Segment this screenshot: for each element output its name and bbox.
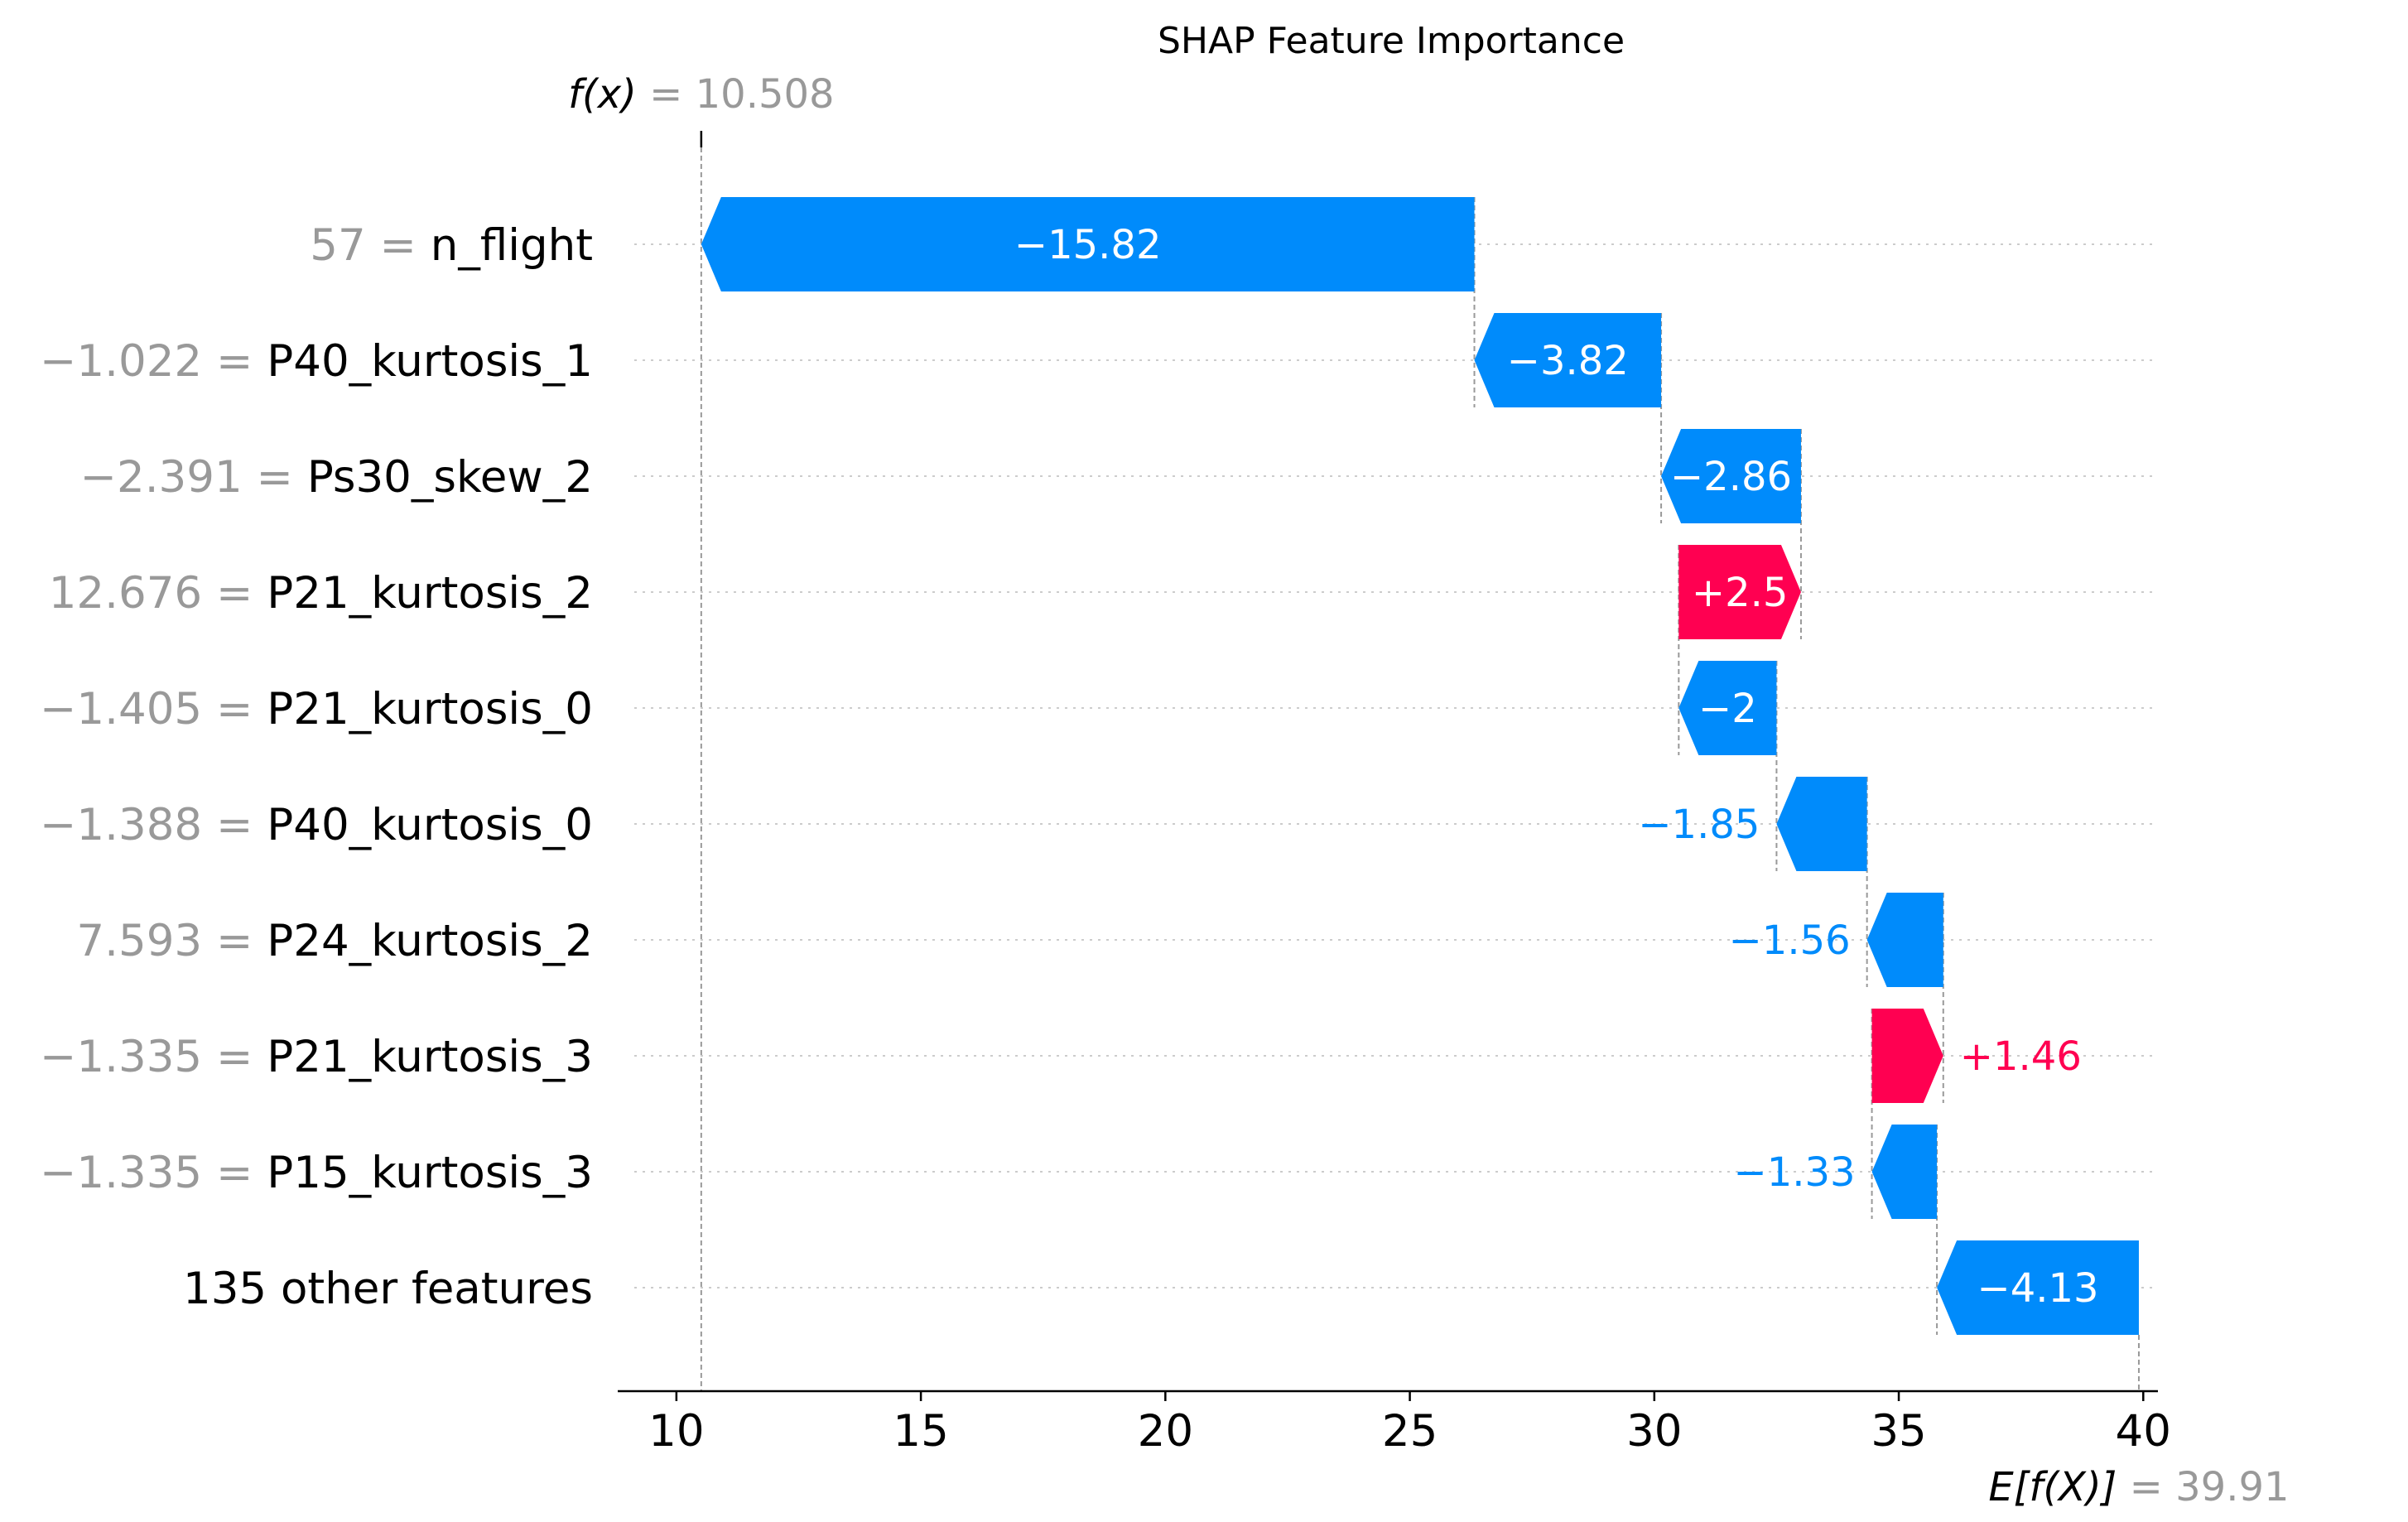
- expected-value: = 39.91: [2117, 1464, 2289, 1510]
- feature-name: P24_kurtosis_2: [267, 916, 593, 966]
- feature-name: P21_kurtosis_2: [267, 568, 593, 619]
- feature-value: −1.335: [40, 1032, 202, 1082]
- expected-annotation: E[f(X)] = 39.91: [1988, 1464, 2289, 1510]
- feature-equals: =: [202, 568, 267, 619]
- bar-value-label: −1.85: [1638, 802, 1760, 848]
- x-tick-label: 30: [1626, 1406, 1682, 1457]
- feature-equals: =: [243, 452, 307, 503]
- fx-value: = 10.508: [637, 71, 835, 118]
- waterfall-bar: [1866, 893, 1943, 987]
- feature-label: 12.676 = P21_kurtosis_2: [49, 568, 593, 619]
- x-tick-label: 15: [893, 1406, 948, 1457]
- x-axis: 10 15 20 25 30 35 40: [618, 1390, 2171, 1457]
- feature-value: −1.335: [40, 1148, 202, 1198]
- feature-value: −1.405: [40, 684, 202, 735]
- waterfall-bar: [1937, 1240, 2139, 1335]
- bar-value-label: +2.5: [1692, 570, 1789, 616]
- feature-name: P21_kurtosis_3: [267, 1032, 593, 1082]
- feature-value: −1.388: [40, 800, 202, 850]
- expected-symbol: E[f(X)]: [1988, 1464, 2117, 1510]
- feature-name: P15_kurtosis_3: [267, 1148, 593, 1198]
- feature-label: −2.391 = Ps30_skew_2: [80, 452, 593, 503]
- feature-value: −1.022: [40, 336, 202, 387]
- bar-value-label: −1.33: [1733, 1149, 1855, 1196]
- feature-name: 135 other features: [183, 1264, 593, 1314]
- feature-name: P40_kurtosis_0: [267, 800, 593, 850]
- fx-annotation: f(x) = 10.508: [568, 71, 834, 118]
- x-tick-label: 40: [2116, 1406, 2171, 1457]
- feature-value: 57: [310, 220, 365, 271]
- feature-name: P40_kurtosis_1: [267, 336, 593, 387]
- feature-label: −1.022 = P40_kurtosis_1: [40, 336, 593, 387]
- bar-value-label: +1.46: [1960, 1033, 2082, 1080]
- waterfall-bar: [1871, 1009, 1943, 1103]
- feature-equals: =: [202, 684, 267, 735]
- feature-equals: =: [202, 1032, 267, 1082]
- feature-equals: =: [202, 336, 267, 387]
- feature-equals: =: [202, 1148, 267, 1198]
- feature-name: Ps30_skew_2: [307, 452, 593, 503]
- bar-value-label: −3.82: [1507, 338, 1629, 384]
- bar-value-label: −4.13: [1977, 1265, 2098, 1312]
- feature-label: −1.405 = P21_kurtosis_0: [40, 684, 593, 735]
- waterfall-bar: [1678, 545, 1801, 639]
- feature-equals: =: [202, 800, 267, 850]
- waterfall-bar: [1661, 429, 1801, 523]
- waterfall-bar: [701, 197, 1475, 291]
- waterfall-bar: [1776, 777, 1867, 871]
- feature-name: P21_kurtosis_0: [267, 684, 593, 735]
- feature-label: −1.335 = P15_kurtosis_3: [40, 1148, 593, 1198]
- waterfall-bar: [1678, 661, 1777, 755]
- feature-equals: =: [202, 916, 267, 966]
- bar-value-label: −15.82: [1014, 222, 1162, 268]
- waterfall-bar: [1474, 313, 1662, 407]
- x-tick-label: 35: [1871, 1406, 1926, 1457]
- bar-value-label: −2: [1698, 686, 1757, 732]
- feature-value: 12.676: [49, 568, 202, 619]
- feature-name: n_flight: [431, 220, 593, 271]
- feature-label: 7.593 = P24_kurtosis_2: [76, 916, 593, 966]
- waterfall-bar: [1871, 1125, 1938, 1219]
- feature-label: 135 other features: [183, 1264, 593, 1314]
- x-tick-label: 10: [648, 1406, 704, 1457]
- feature-value: 7.593: [76, 916, 202, 966]
- label-layer: −15.82 57 = n_flight −3.82 −1.022 = P40_kur…: [40, 220, 2099, 1314]
- feature-value: −2.391: [80, 452, 243, 503]
- x-tick-label: 25: [1382, 1406, 1438, 1457]
- bar-value-label: −2.86: [1670, 454, 1792, 500]
- feature-equals: =: [366, 220, 431, 271]
- feature-label: −1.388 = P40_kurtosis_0: [40, 800, 593, 850]
- x-tick-label: 20: [1138, 1406, 1193, 1457]
- feature-label: −1.335 = P21_kurtosis_3: [40, 1032, 593, 1082]
- bar-value-label: −1.56: [1729, 918, 1851, 964]
- fx-symbol: f(x): [568, 71, 637, 118]
- feature-label: 57 = n_flight: [310, 220, 593, 271]
- bar-layer: [701, 197, 2139, 1335]
- annotation-layer: f(x) = 10.508 E[f(X)] = 39.91: [568, 71, 2289, 1510]
- chart-title: SHAP Feature Importance: [1158, 20, 1625, 62]
